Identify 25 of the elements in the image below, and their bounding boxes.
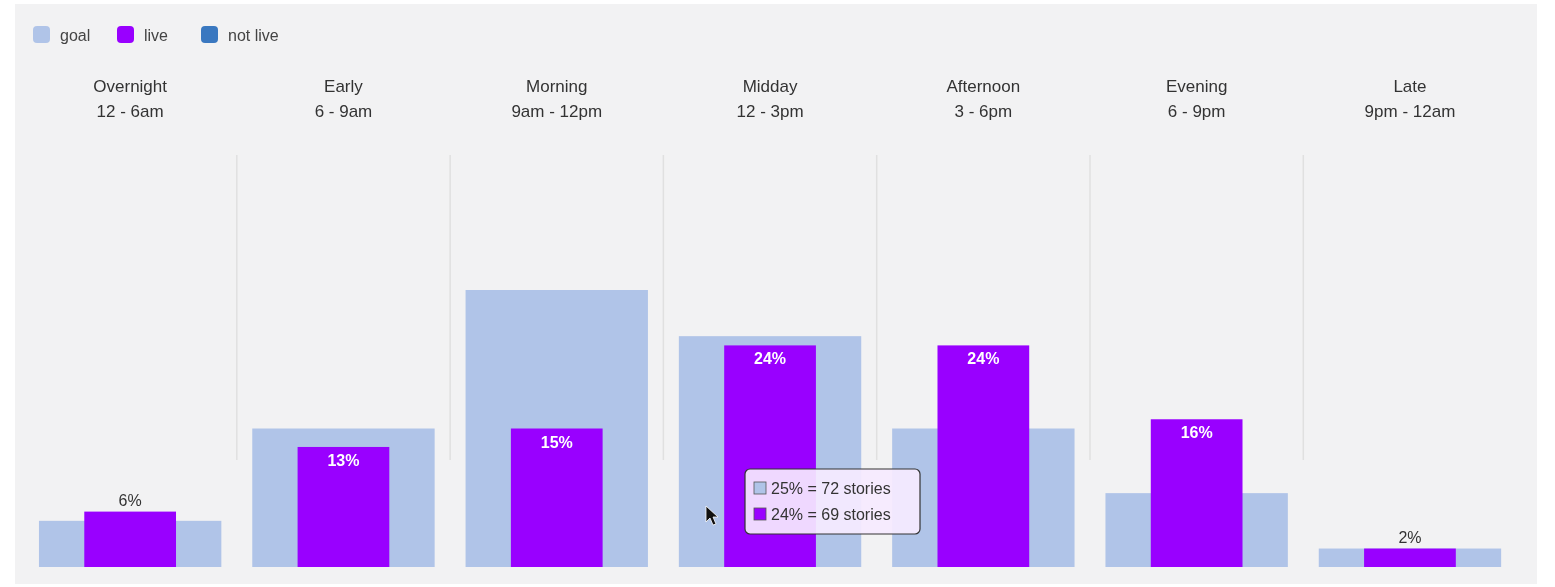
x-tick-label: Afternoon 3 - 6pm	[946, 77, 1021, 121]
x-tick-label: Morning 9am - 12pm	[511, 77, 603, 121]
data-label: 16%	[1180, 424, 1213, 442]
data-label: 24%	[967, 350, 1000, 368]
bar	[1364, 548, 1456, 567]
legend-label: not live	[228, 27, 279, 44]
x-tick-label: Overnight 12 - 6am	[93, 77, 168, 121]
x-tick-label: Evening 6 - 9pm	[1165, 77, 1228, 121]
data-label: 2%	[1398, 528, 1422, 546]
x-tick-label: Early 6 - 9am	[314, 77, 373, 121]
x-tick-label: Late 9pm - 12am	[1364, 77, 1456, 121]
bar	[84, 511, 177, 567]
data-label: 15%	[540, 433, 573, 451]
annotation: 25% = 72 stories	[771, 480, 891, 497]
legend-label: live	[144, 27, 169, 44]
data-label: 24%	[754, 350, 787, 368]
x-tick-label: Midday 12 - 3pm	[736, 77, 804, 121]
bar	[1150, 419, 1243, 567]
annotation: 24% = 69 stories	[771, 506, 891, 523]
bar	[297, 446, 390, 567]
bar	[937, 345, 1030, 567]
legend-label: goal	[60, 27, 91, 44]
data-label: 6%	[118, 491, 142, 509]
bar	[510, 428, 603, 567]
data-label: 13%	[327, 451, 360, 469]
